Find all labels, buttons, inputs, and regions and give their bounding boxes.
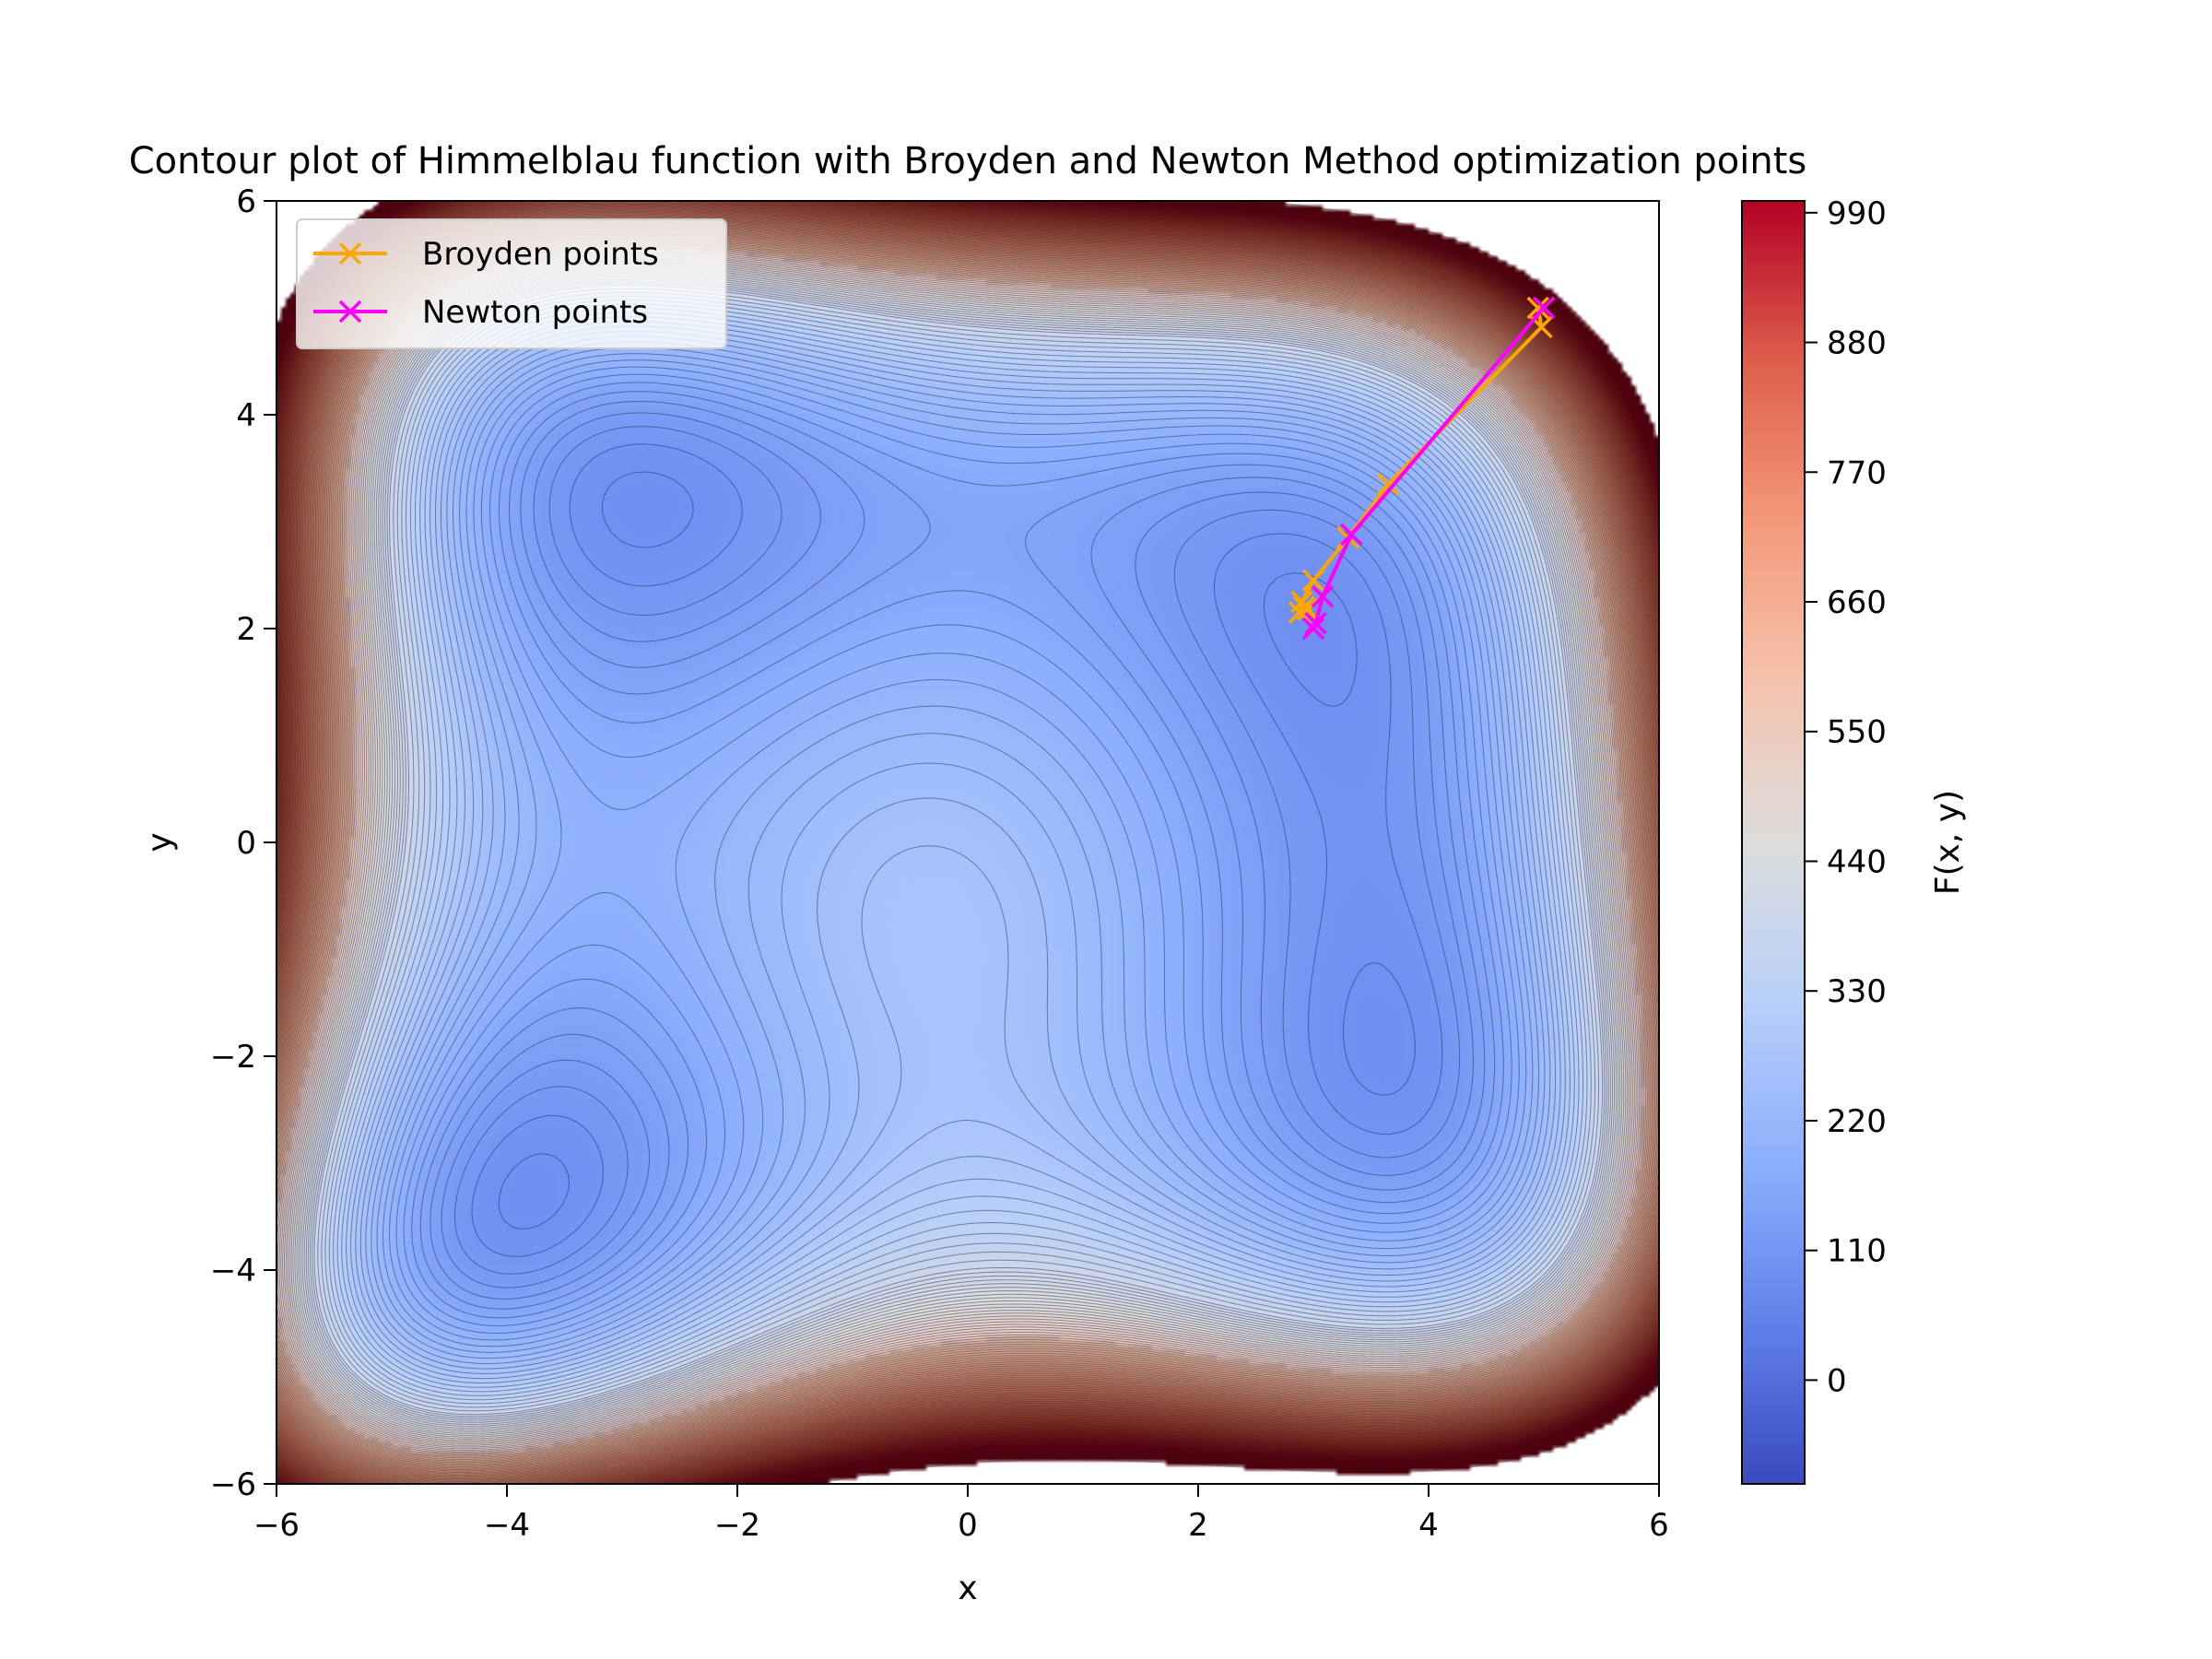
- contour-line-level-83: [276, 201, 1659, 1484]
- colorbar-tick-label: 990: [1827, 195, 1887, 232]
- x-tick-label: −6: [253, 1507, 300, 1544]
- contour-line-level-119: [276, 201, 1659, 1484]
- x-tick-label: −2: [714, 1507, 760, 1544]
- colorbar-tick-label: 880: [1827, 325, 1887, 362]
- series-point-newton: [1301, 617, 1325, 641]
- x-tick-label: −4: [484, 1507, 530, 1544]
- colorbar-tick-label: 0: [1827, 1362, 1847, 1399]
- series-point-newton: [1340, 523, 1363, 547]
- contour-line-level-112: [276, 201, 1659, 1484]
- colorbar-tick-label: 110: [1827, 1233, 1887, 1270]
- contour-line-level-9: [389, 359, 1527, 1341]
- x-tick-label: 0: [958, 1507, 978, 1544]
- colorbar-tick-label: 660: [1827, 584, 1887, 621]
- series-point-broyden: [1301, 569, 1325, 593]
- contour-line-level-71: [276, 211, 1659, 1484]
- contour-line-level-72: [276, 210, 1659, 1484]
- contour-line-level-87: [276, 201, 1659, 1484]
- contour-line-level-6: [411, 382, 1504, 1319]
- contour-line-level-10: [382, 353, 1534, 1347]
- contour-line-level-113: [276, 201, 1659, 1484]
- colorbar-label: F(x, y): [1929, 790, 1967, 895]
- y-axis-label: y: [141, 832, 179, 852]
- legend: Broyden points Newton points: [296, 218, 727, 349]
- colorbar-gradient: [1742, 201, 1805, 1484]
- contour-line-level-86: [276, 201, 1659, 1484]
- contour-line-level-11: [376, 347, 1539, 1353]
- plot-area: [276, 200, 1660, 1485]
- legend-swatch-marker: [338, 300, 362, 324]
- x-axis-label: x: [958, 1570, 977, 1607]
- y-tick-label: 4: [236, 397, 256, 434]
- contour-line-level-7: [403, 373, 1512, 1326]
- contour-line-level-4: [429, 401, 1486, 1300]
- contour-line-level-2: [454, 426, 1461, 1275]
- series-point-newton: [1311, 584, 1335, 608]
- series-layer: [1288, 296, 1556, 641]
- contour-line-level-0: [498, 471, 1416, 1230]
- contour-line-level-3: [441, 412, 1474, 1288]
- contour-line-level-121: [276, 201, 1659, 1484]
- contour-line-level-5: [419, 391, 1496, 1310]
- series-point-broyden: [1526, 296, 1549, 320]
- contour-line-level-92: [276, 201, 1659, 1484]
- contour-line-level-88: [276, 201, 1659, 1484]
- contour-line-level-8: [395, 366, 1520, 1334]
- contour-line-level-69: [276, 214, 1659, 1484]
- legend-entries: Broyden points Newton points: [313, 236, 659, 331]
- contour-line-level-1: [471, 443, 1443, 1257]
- y-tick-label: 0: [236, 825, 256, 862]
- contour-line-level-73: [276, 209, 1659, 1484]
- colorbar-frame: [1741, 200, 1806, 1485]
- y-tick-label: −2: [210, 1039, 256, 1076]
- series-point-newton: [1304, 611, 1327, 635]
- legend-box: [296, 218, 727, 349]
- y-axis: −6 −4 −2 0 2 4 6: [210, 183, 276, 1503]
- legend-label: Broyden points: [422, 236, 659, 273]
- colorbar-tick-label: 220: [1827, 1103, 1887, 1140]
- contour-line-level-118: [276, 201, 1659, 1484]
- colorbar-tick-label: 330: [1827, 973, 1887, 1010]
- contour-line-level-96: [276, 201, 1659, 1484]
- x-axis: −6 −4 −2 0 2 4 6: [253, 1484, 1669, 1544]
- contour-line-level-80: [276, 201, 1659, 1484]
- colorbar-ticks: 0 110 220 330 440 550 660 770 880 990: [1805, 195, 1887, 1399]
- contour-line-level-109: [276, 201, 1659, 1484]
- contour-fill: [276, 201, 1659, 1484]
- y-tick-label: 6: [236, 183, 256, 220]
- x-tick-label: 4: [1418, 1507, 1439, 1544]
- legend-swatch-marker: [338, 241, 362, 265]
- colorbar-tick-label: 440: [1827, 843, 1887, 880]
- colorbar-tick-label: 550: [1827, 714, 1887, 751]
- series-point-broyden: [1377, 473, 1400, 496]
- series-point-newton: [1532, 296, 1556, 320]
- y-tick-label: −6: [210, 1466, 256, 1503]
- contour-line-level-81: [276, 201, 1659, 1484]
- chart-title: Contour plot of Himmelblau function with…: [129, 140, 1807, 182]
- legend-label: Newton points: [422, 294, 648, 331]
- y-tick-label: −4: [210, 1253, 256, 1289]
- colorbar-tick-label: 770: [1827, 454, 1887, 491]
- colorbar: 0 110 220 330 440 550 660 770 880 990 F(x, y): [1741, 195, 1967, 1485]
- x-tick-label: 2: [1188, 1507, 1208, 1544]
- y-tick-label: 2: [236, 611, 256, 648]
- x-tick-label: 6: [1649, 1507, 1669, 1544]
